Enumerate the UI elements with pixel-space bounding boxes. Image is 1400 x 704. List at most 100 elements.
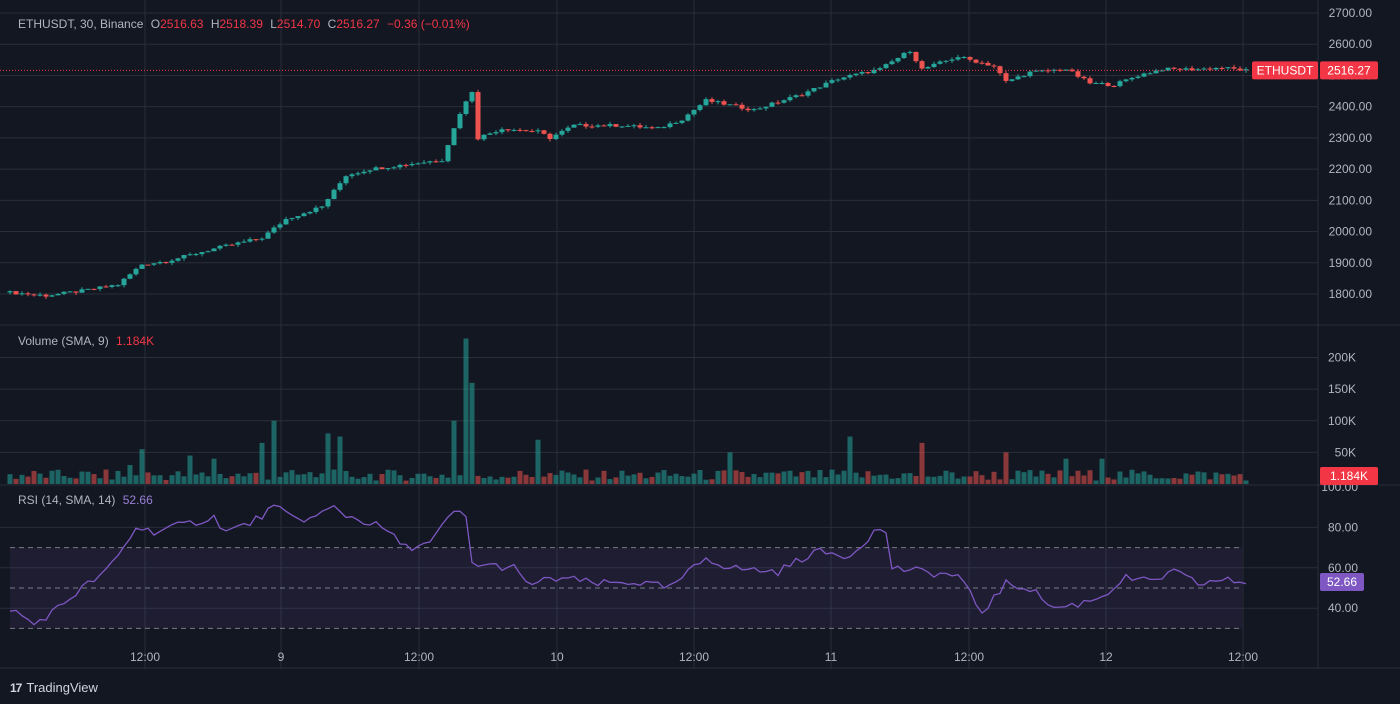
volume-bar [481,477,487,484]
rsi-band [10,547,1242,629]
volume-bar [895,478,901,484]
volume-bar [739,471,745,484]
candle-body [949,59,955,61]
candle-body [661,127,667,129]
open-value: 2516.63 [160,17,204,31]
candle-body [55,293,61,296]
candle-body [865,72,871,74]
candle-body [601,125,607,127]
candle-body [991,65,997,67]
candle-body [163,262,169,264]
tv-logo-icon: 17 [10,680,22,695]
volume-bar [343,471,349,484]
candle-body [169,260,175,263]
candle-body [1129,77,1135,80]
volume-bar [433,477,439,484]
candle-body [793,95,799,98]
volume-bar [1141,471,1147,484]
candle-body [583,124,589,127]
candle-body [1033,70,1039,72]
candle-body [859,72,865,74]
volume-bar [439,474,445,484]
candle-body [379,167,385,170]
candle-body [7,291,13,293]
candle-body [1117,81,1123,87]
candle-body [397,164,403,168]
candle-body [745,108,751,111]
price-candles[interactable] [0,50,1250,299]
candle-body [967,56,973,60]
volume-bar [1039,470,1045,484]
volume-bar [355,478,361,484]
low-label: L [270,17,277,31]
candle-body [337,183,343,190]
volume-bar [241,476,247,484]
volume-value-tag-bg [1320,467,1378,485]
volume-bar [745,476,751,484]
volume-bar [397,475,403,484]
candle-body [79,289,85,293]
volume-bar [181,476,187,484]
volume-bar [271,420,277,484]
volume-bar [535,439,541,484]
candle-body [739,104,745,109]
volume-bar [973,471,979,484]
candle-body [427,161,433,163]
volume-bar [805,470,811,484]
candle-body [433,161,439,163]
candle-body [1237,68,1243,71]
candle-body [517,129,523,131]
candle-body [151,263,157,265]
volume-bar [1201,472,1207,484]
candle-body [787,97,793,101]
volume-tick-label: 50K [1335,445,1356,459]
volume-bar [511,476,517,484]
change-value: −0.36 (−0.01%) [387,17,470,31]
rsi-legend: RSI (14, SMA, 14) 52.66 [18,493,157,507]
candle-body [481,134,487,140]
price-tick-label: 1800.00 [1329,287,1373,301]
candle-body [625,125,631,127]
rsi-line[interactable] [9,504,1247,626]
candle-body [115,285,121,287]
candle-body [649,127,655,129]
candle-body [697,105,703,110]
volume-bars[interactable] [7,338,1249,484]
volume-bar [601,470,607,484]
price-value-tag: 2516.27 [1320,61,1378,80]
candle-body [925,67,931,69]
candle-body [577,124,583,126]
candle-body [385,168,391,170]
price-tick-label: 2400.00 [1329,100,1373,114]
volume-bar [967,476,973,484]
volume-bar [121,476,127,484]
price-value-tag-text: 2516.27 [1327,63,1371,77]
candle-body [715,101,721,103]
candle-body [493,132,499,134]
volume-bar [1099,458,1105,484]
candle-body [553,134,559,140]
rsi-label: RSI (14, SMA, 14) [18,493,116,507]
candle-body [1105,83,1111,86]
candle-body [1141,73,1147,77]
volume-bar [1213,472,1219,484]
price-symbol-tag: ETHUSDT [1252,61,1318,80]
volume-bar [361,477,367,484]
candle-body [421,162,427,164]
candle-body [589,126,595,128]
volume-bar [859,477,865,484]
volume-bar [1129,469,1135,484]
volume-bar [427,476,433,484]
candle-body [547,133,553,140]
time-tick-label: 10 [550,650,564,664]
volume-bar [253,472,259,484]
candle-body [415,163,421,165]
tradingview-logo[interactable]: 17 TradingView [10,680,98,695]
volume-bar [49,470,55,484]
time-tick-label: 12:00 [679,650,709,664]
grid-lines [0,0,1400,669]
candle-body [325,199,331,207]
candle-body [781,100,787,103]
candle-body [49,295,55,297]
